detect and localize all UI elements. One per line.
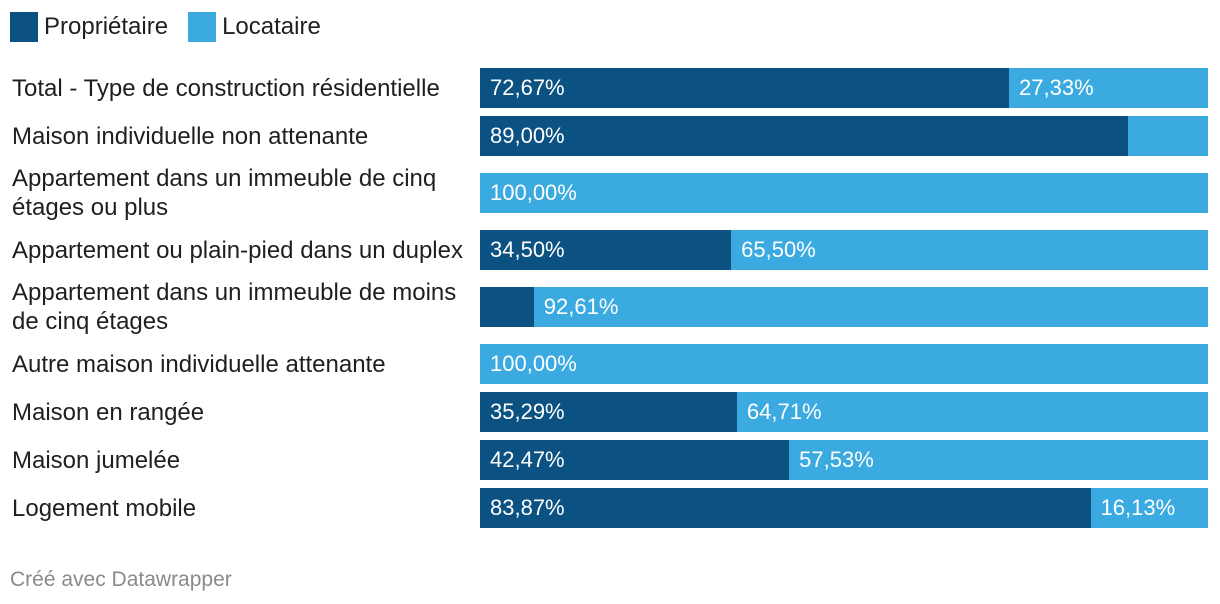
stacked-bar: 42,47% 57,53% <box>480 440 1208 480</box>
category-label: Maison individuelle non attenante <box>12 122 369 150</box>
value-label: 27,33% <box>1019 75 1094 100</box>
chart-row: Maison en rangée 35,29% 64,71% <box>0 392 1220 432</box>
chart-row: Appartement ou plain-pied dans un duplex… <box>0 230 1220 270</box>
bar-segment-locataire <box>480 344 1208 384</box>
datawrapper-credit-link[interactable]: Créé avec Datawrapper <box>10 568 232 591</box>
legend-item-proprietaire: Propriétaire <box>10 12 168 42</box>
bar-segment-locataire <box>731 230 1208 270</box>
category-label: Maison jumelée <box>12 446 181 474</box>
bar-segment-proprietaire <box>480 68 1010 108</box>
bar-segment-locataire <box>789 440 1208 480</box>
stacked-bar: 92,61% <box>480 287 1208 327</box>
category-label: Total - Type de construction résidentiel… <box>12 74 440 102</box>
stacked-bar: 35,29% 64,71% <box>480 392 1208 432</box>
stacked-bar: 100,00% <box>480 344 1208 384</box>
value-label: 65,50% <box>741 237 816 262</box>
value-label: 92,61% <box>543 294 619 319</box>
bar-segment-proprietaire <box>480 440 790 480</box>
category-label: Appartement dans un immeuble de moins de… <box>12 279 457 335</box>
stacked-bar: 89,00% <box>480 116 1208 156</box>
chart-row: Maison jumelée 42,47% 57,53% <box>0 440 1220 480</box>
value-label: 57,53% <box>799 447 874 472</box>
stacked-bar-chart: Total - Type de construction résidentiel… <box>0 68 1220 536</box>
value-label: 100,00% <box>490 351 577 376</box>
stacked-bar: 100,00% <box>480 173 1208 213</box>
chart-row: Logement mobile 83,87% 16,13% <box>0 488 1220 528</box>
bar-segment-proprietaire <box>480 116 1128 156</box>
value-label: 100,00% <box>490 180 577 205</box>
bar-segment-locataire <box>1009 68 1208 108</box>
value-label: 42,47% <box>490 447 565 472</box>
chart-row: Autre maison individuelle attenante 100,0… <box>0 344 1220 384</box>
stacked-bar: 83,87% 16,13% <box>480 488 1208 528</box>
chart-row: Appartement dans un immeuble de cinq éta… <box>0 164 1220 222</box>
category-label: Appartement ou plain-pied dans un duplex <box>12 236 463 264</box>
value-label: 35,29% <box>490 399 565 424</box>
chart-row: Appartement dans un immeuble de moins de… <box>0 278 1220 336</box>
value-label: 34,50% <box>490 237 565 262</box>
legend: Propriétaire Locataire <box>10 12 341 42</box>
bar-segment-proprietaire <box>480 287 534 327</box>
legend-item-locataire: Locataire <box>188 12 321 42</box>
bar-segment-locataire <box>736 392 1208 432</box>
bar-segment-proprietaire <box>480 488 1091 528</box>
value-label: 16,13% <box>1100 495 1176 520</box>
bar-segment-locataire <box>480 173 1208 213</box>
bar-segment-proprietaire <box>480 230 732 270</box>
bar-segment-proprietaire <box>480 392 737 432</box>
value-label: 83,87% <box>490 495 565 520</box>
stacked-bar: 72,67% 27,33% <box>480 68 1208 108</box>
chart-row: Maison individuelle non attenante 89,00% <box>0 116 1220 156</box>
value-label: 89,00% <box>490 123 565 148</box>
chart-row: Total - Type de construction résidentiel… <box>0 68 1220 108</box>
category-label: Maison en rangée <box>12 398 205 426</box>
legend-label-locataire: Locataire <box>222 13 321 40</box>
category-label: Logement mobile <box>12 494 197 522</box>
bar-segment-locataire <box>533 287 1208 327</box>
bar-segment-locataire <box>1127 116 1208 156</box>
legend-swatch-locataire <box>188 12 217 42</box>
category-label: Autre maison individuelle attenante <box>12 350 386 378</box>
category-label: Appartement dans un immeuble de cinq éta… <box>12 165 437 221</box>
value-label: 64,71% <box>746 399 822 424</box>
value-label: 72,67% <box>490 75 565 100</box>
bar-segment-locataire <box>1090 488 1208 528</box>
legend-label-proprietaire: Propriétaire <box>44 13 169 40</box>
stacked-bar: 34,50% 65,50% <box>480 230 1208 270</box>
legend-swatch-proprietaire <box>10 12 38 42</box>
